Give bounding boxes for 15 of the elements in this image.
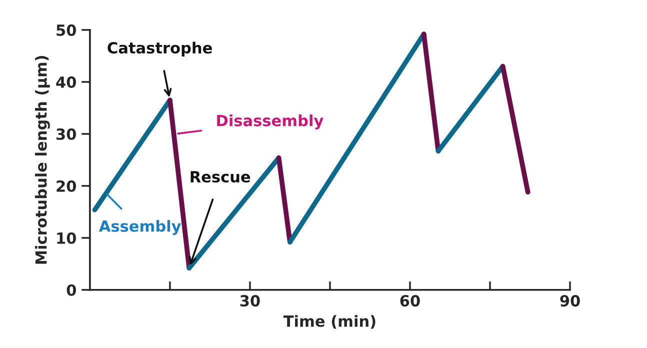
annotation: Rescue (190, 171, 250, 183)
x-tick-label: 60 (400, 295, 420, 307)
annotation: Assembly (98, 220, 182, 235)
y-tick-label: 40 (56, 76, 76, 88)
annotation: Catastrophe (108, 42, 212, 57)
y-tick-label: 30 (56, 128, 76, 140)
y-tick-label: 50 (56, 24, 76, 36)
x-tick-label: 90 (560, 295, 580, 307)
annotation: Disassembly (217, 114, 324, 130)
y-tick-label: 0 (66, 284, 76, 296)
y-axis-title: Microtubule length (µm) (35, 56, 50, 264)
x-axis-title: Time (min) (283, 315, 376, 329)
y-tick-label: 10 (57, 232, 76, 244)
x-tick-label: 30 (240, 295, 260, 307)
y-tick-label: 20 (56, 180, 76, 192)
